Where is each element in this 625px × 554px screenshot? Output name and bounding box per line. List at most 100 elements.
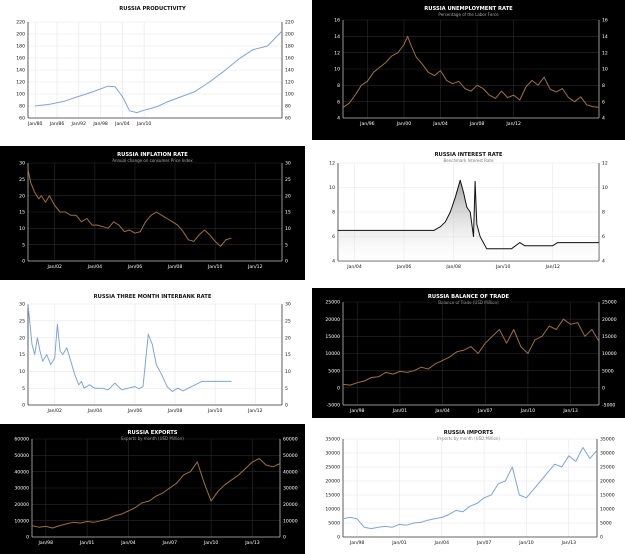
data-point [138, 388, 140, 390]
y-tick-label-right: 15000 [600, 493, 615, 499]
data-point [549, 89, 551, 90]
x-tick-label: Jan/08 [167, 408, 183, 414]
chart-panel-interest-rate: RUSSIA INTEREST RATE Benchmark Interest R… [312, 146, 625, 280]
data-point [371, 377, 372, 378]
x-tick-label: Jan/92 [71, 121, 87, 127]
data-point [66, 347, 68, 349]
data-point [281, 30, 283, 32]
y-tick-label-left: 5000 [328, 521, 340, 527]
data-point [469, 211, 471, 213]
data-point [584, 336, 586, 337]
data-point [361, 85, 362, 86]
data-point [499, 329, 500, 330]
data-point [35, 105, 36, 107]
data-point [107, 228, 109, 229]
y-tick-label-left: 5 [22, 242, 25, 248]
data-point [121, 389, 122, 391]
x-tick-label: Jan/10 [495, 264, 511, 270]
data-point [141, 502, 143, 503]
data-point [556, 329, 557, 330]
y-tick-label-right: 30 [285, 302, 291, 308]
data-point [45, 526, 47, 527]
data-point [210, 500, 212, 502]
y-tick-label-left: 60 [19, 116, 25, 122]
data-point [27, 303, 29, 305]
data-point [495, 98, 496, 99]
x-tick-label: Jan/06 [127, 264, 143, 270]
y-tick-label-left: 20 [19, 193, 25, 199]
data-point [238, 474, 239, 476]
data-point [128, 510, 129, 512]
data-point [27, 169, 29, 170]
y-tick-label-left: 60000 [14, 437, 29, 443]
chart-panel-balance-of-trade: RUSSIA BALANCE OF TRADE Balance of Trade … [312, 288, 625, 418]
y-tick-label-right: 6 [602, 99, 605, 105]
x-tick-label: Jan/98 [92, 121, 108, 127]
data-point [118, 224, 120, 226]
chart-title: RUSSIA BALANCE OF TRADE [428, 294, 510, 300]
y-tick-label-left: 4 [337, 116, 340, 122]
data-point [161, 215, 162, 216]
chart-subtitle: Balance of Trade (USD Million) [438, 300, 499, 305]
data-point [575, 461, 577, 462]
x-tick-label: Jan/04 [87, 408, 103, 414]
data-point [489, 94, 490, 96]
y-tick-label-right: 16 [602, 18, 608, 24]
y-tick-label-left: 0 [337, 385, 340, 391]
y-tick-label-right: 0 [285, 403, 288, 409]
x-tick-label: Jan/98 [349, 408, 365, 414]
data-point [534, 339, 536, 341]
data-point [114, 86, 116, 88]
panel-background [312, 424, 625, 554]
data-point [349, 384, 351, 386]
data-point [577, 322, 578, 323]
data-point [596, 449, 598, 451]
data-point [252, 461, 253, 463]
data-point [448, 514, 450, 515]
x-tick-label: Jan/10 [207, 264, 223, 270]
data-point [476, 224, 478, 225]
y-tick-label-left: 10 [19, 226, 25, 232]
y-tick-label-left: 8 [337, 83, 340, 89]
y-tick-label-right: 20000 [602, 317, 617, 323]
y-tick-label-left: 140 [16, 68, 25, 74]
data-point [259, 458, 260, 459]
data-point [446, 80, 447, 81]
series-line [27, 303, 232, 392]
y-tick-label-left: 220 [16, 20, 25, 26]
data-point [456, 351, 458, 353]
panel-background [312, 0, 625, 140]
data-point [483, 497, 485, 499]
y-tick-label-left: 12 [334, 50, 340, 56]
data-point [272, 466, 274, 468]
data-point [31, 344, 33, 345]
data-point [427, 519, 428, 521]
data-point [182, 231, 184, 232]
data-point [59, 211, 61, 213]
data-point [501, 90, 502, 92]
series-area [338, 180, 599, 261]
y-tick-label-left: 25000 [325, 465, 340, 471]
data-point [102, 226, 104, 227]
y-tick-label-left: 180 [16, 44, 25, 50]
data-point [169, 487, 171, 489]
data-point [114, 382, 116, 384]
y-tick-label-left: 50000 [14, 453, 29, 459]
data-point [342, 518, 344, 520]
x-tick-label: Jan/12 [247, 264, 263, 270]
chart-panel-productivity: RUSSIA PRODUCTIVITY 60 60 80 80 100 100 120 120 1… [0, 0, 305, 140]
data-point [42, 360, 43, 362]
data-point [561, 466, 562, 468]
data-point [399, 524, 400, 525]
y-tick-label-right: 25 [285, 177, 291, 183]
data-point [162, 492, 164, 494]
data-point [392, 526, 393, 528]
data-point [190, 471, 191, 472]
data-point [598, 242, 600, 243]
data-point [140, 231, 141, 232]
data-point [74, 374, 76, 375]
data-point [406, 524, 407, 526]
chart-svg: RUSSIA PRODUCTIVITY 60 60 80 80 100 100 120 120 1… [0, 0, 305, 140]
y-tick-label-right: 50000 [283, 453, 298, 459]
y-tick-label-right: 20000 [600, 479, 615, 485]
